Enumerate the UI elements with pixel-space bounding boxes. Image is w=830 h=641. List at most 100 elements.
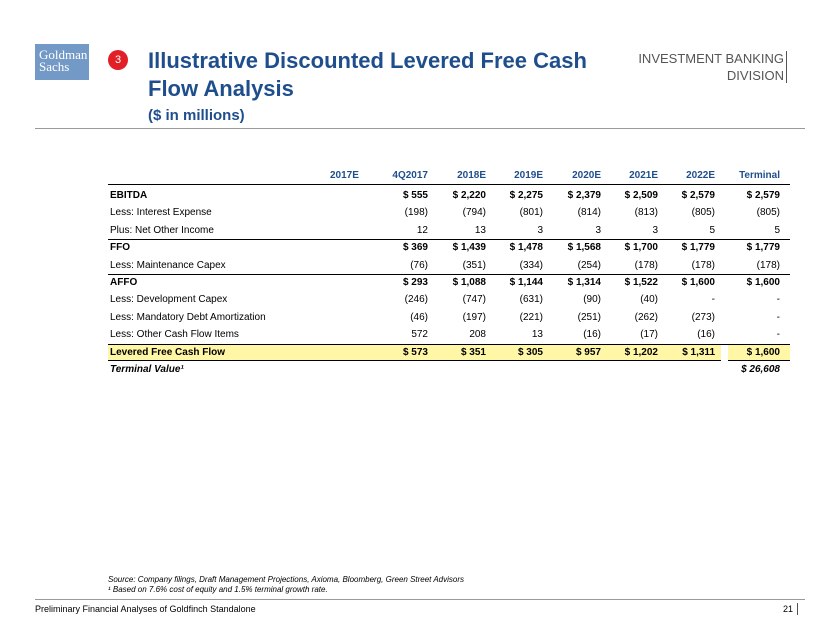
cell: (813)	[634, 207, 658, 219]
cell: $ 1,311	[682, 346, 715, 358]
cell: $ 2,379	[567, 190, 601, 201]
cell: $ 293	[402, 277, 428, 288]
cell: (76)	[410, 259, 428, 271]
row-label: Plus: Net Other Income	[110, 224, 214, 236]
cell: (16)	[583, 329, 601, 341]
header-rule	[35, 128, 805, 129]
cell: (351)	[462, 259, 486, 271]
row-label: Terminal Value¹	[110, 364, 184, 375]
cell: (40)	[640, 294, 658, 306]
cell: -	[776, 294, 780, 306]
cell: 572	[411, 329, 428, 341]
cell: $ 2,509	[624, 190, 658, 201]
title: Illustrative Discounted Levered Free Cas…	[148, 48, 587, 73]
cell: -	[776, 311, 780, 323]
cell: (805)	[691, 207, 715, 219]
cell: (197)	[462, 311, 486, 323]
cell: $ 957	[575, 346, 601, 358]
cell: (251)	[577, 311, 601, 323]
cell: 3	[595, 224, 601, 236]
cell: 3	[537, 224, 543, 236]
cell: (801)	[519, 207, 543, 219]
cell: $ 1,522	[624, 277, 658, 288]
highlight	[108, 344, 721, 361]
cell: (794)	[462, 207, 486, 219]
cell: 13	[531, 329, 543, 341]
cell: 12	[416, 224, 428, 236]
cell: $ 2,579	[681, 190, 715, 201]
cell: (178)	[756, 259, 780, 271]
cell: (178)	[691, 259, 715, 271]
cell: $ 305	[517, 346, 543, 358]
rule	[108, 343, 790, 345]
cell: $ 1,600	[746, 346, 780, 358]
cell: $ 1,202	[624, 346, 658, 358]
cell: (747)	[462, 294, 486, 306]
cell: $ 1,600	[681, 277, 715, 288]
cell: (198)	[404, 207, 428, 219]
cell: $ 555	[402, 190, 428, 201]
row-label: Less: Development Capex	[110, 294, 228, 306]
row-label: AFFO	[110, 277, 138, 288]
row-label: Less: Mandatory Debt Amortization	[110, 311, 266, 323]
column-header: 4Q2017	[392, 170, 428, 181]
row-label: Less: Other Cash Flow Items	[110, 329, 239, 341]
subtitle: ($ in millions)	[148, 107, 245, 124]
column-header: 2022E	[686, 170, 715, 181]
footer-text: Preliminary Financial Analyses of Goldfi…	[35, 604, 256, 614]
column-header: 2021E	[629, 170, 658, 181]
cell: -	[776, 329, 780, 341]
cell: (262)	[634, 311, 658, 323]
division: INVESTMENT BANKING	[638, 51, 784, 66]
footnote: ¹ Based on 7.6% cost of equity and 1.5% …	[108, 585, 328, 594]
footnote: Source: Company filings, Draft Managemen…	[108, 575, 465, 584]
rule	[108, 274, 790, 275]
cell: $ 1,700	[624, 242, 658, 254]
cell: $ 26,608	[741, 364, 780, 375]
cell: (17)	[640, 329, 658, 341]
cell: $ 573	[402, 346, 428, 358]
cell: (814)	[577, 207, 601, 219]
cell: $ 1,478	[509, 242, 543, 254]
cell: $ 1,144	[509, 277, 543, 288]
cell: $ 1,600	[746, 277, 780, 288]
footer-rule	[35, 599, 805, 600]
cell: $ 2,579	[746, 190, 780, 201]
cell: -	[711, 294, 715, 306]
cell: (273)	[691, 311, 715, 323]
divider	[797, 603, 798, 615]
rule	[108, 184, 790, 185]
cell: 3	[652, 224, 658, 236]
column-header: 2019E	[514, 170, 543, 181]
row-label: Less: Interest Expense	[110, 207, 212, 219]
logo-line: Goldman	[39, 47, 88, 62]
cell: $ 1,439	[452, 242, 486, 254]
rule	[108, 239, 790, 241]
column-header: 2018E	[457, 170, 486, 181]
cell: 5	[774, 224, 780, 236]
cell: (178)	[634, 259, 658, 271]
cell: (246)	[404, 294, 428, 306]
title: Flow Analysis	[148, 76, 294, 101]
column-header: Terminal	[739, 170, 780, 181]
row-label: FFO	[110, 242, 130, 254]
cell: $ 1,314	[567, 277, 601, 288]
cell: (90)	[583, 294, 601, 306]
row-label: Less: Maintenance Capex	[110, 259, 226, 271]
division: DIVISION	[726, 68, 784, 83]
divider	[786, 51, 787, 83]
cell: (46)	[410, 311, 428, 323]
page-number: 21	[782, 604, 793, 614]
section-badge: 3	[108, 50, 128, 70]
cell: 5	[709, 224, 715, 236]
cell: (805)	[756, 207, 780, 219]
cell: $ 1,779	[681, 242, 715, 254]
cell: $ 2,275	[509, 190, 543, 201]
cell: (16)	[697, 329, 715, 341]
cell: $ 351	[460, 346, 486, 358]
cell: (254)	[577, 259, 601, 271]
cell: $ 1,779	[746, 242, 780, 254]
cell: $ 1,088	[452, 277, 486, 288]
logo-line: Sachs	[39, 59, 70, 74]
